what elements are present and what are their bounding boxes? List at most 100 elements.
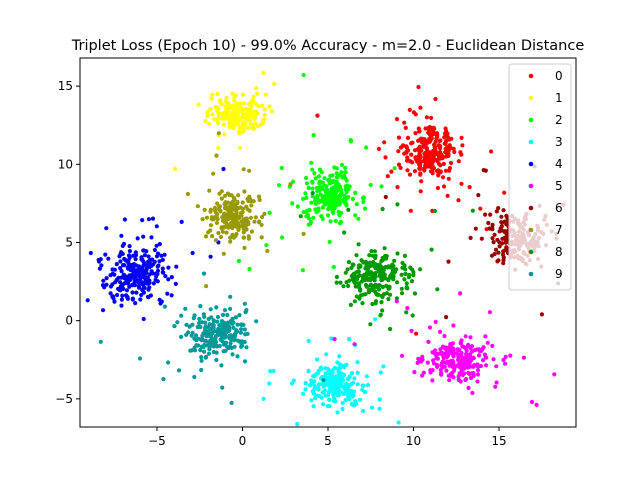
data-point <box>291 179 296 184</box>
data-point <box>244 216 249 221</box>
data-point <box>269 109 275 114</box>
data-point <box>376 267 381 272</box>
data-point <box>351 393 356 398</box>
data-point <box>463 359 469 364</box>
data-point <box>253 215 258 220</box>
data-point <box>192 313 197 318</box>
data-point <box>301 210 306 215</box>
data-point <box>251 126 257 131</box>
data-point <box>211 171 216 176</box>
data-point <box>408 265 413 270</box>
data-point <box>360 301 365 306</box>
data-point <box>321 390 326 395</box>
data-point <box>240 112 245 117</box>
data-point <box>230 232 235 237</box>
y-tick-label: 10 <box>58 157 73 171</box>
data-point <box>476 193 481 198</box>
data-point <box>330 207 335 212</box>
data-point <box>329 336 334 341</box>
data-point <box>216 230 221 236</box>
data-point <box>251 199 256 204</box>
data-point <box>347 278 352 283</box>
data-point <box>336 367 341 372</box>
data-point <box>534 402 539 407</box>
data-point <box>219 196 224 201</box>
data-point <box>102 285 107 290</box>
data-point <box>418 105 423 110</box>
data-point <box>147 265 152 270</box>
data-point <box>433 147 438 152</box>
series-5 <box>332 291 557 407</box>
data-point <box>228 341 233 346</box>
data-point <box>223 340 229 345</box>
data-point <box>303 381 308 386</box>
data-point <box>306 338 311 343</box>
data-point <box>210 338 216 343</box>
legend-marker <box>528 73 534 79</box>
data-point <box>439 371 444 376</box>
data-point <box>312 171 317 176</box>
data-point <box>361 260 366 265</box>
data-point <box>356 216 361 221</box>
data-point <box>348 302 353 307</box>
data-point <box>396 135 402 140</box>
data-point <box>157 297 162 302</box>
data-point <box>394 117 400 122</box>
data-point <box>377 273 382 278</box>
data-point <box>136 285 142 290</box>
data-point <box>404 144 409 149</box>
data-point <box>468 235 473 240</box>
data-point <box>337 221 343 226</box>
data-point <box>207 188 212 193</box>
data-point <box>226 105 231 110</box>
x-tick-label: 5 <box>324 434 332 448</box>
data-point <box>438 169 443 174</box>
data-point <box>249 102 254 107</box>
data-point <box>446 259 451 264</box>
data-point <box>120 243 125 248</box>
data-point <box>494 380 499 385</box>
data-point <box>336 383 341 388</box>
data-point <box>405 306 410 311</box>
data-point <box>337 202 342 207</box>
data-point <box>403 271 408 276</box>
data-point <box>112 299 117 304</box>
data-point <box>235 101 240 106</box>
data-point <box>205 109 210 114</box>
data-point <box>354 202 359 207</box>
data-point <box>433 139 438 144</box>
data-point <box>228 235 233 240</box>
data-point <box>456 159 461 164</box>
data-point <box>267 381 272 386</box>
data-point <box>485 340 490 345</box>
data-point <box>358 397 363 402</box>
data-point <box>376 283 381 288</box>
data-point <box>314 357 320 362</box>
data-point <box>440 175 446 180</box>
data-point <box>376 287 381 292</box>
data-point <box>489 253 495 258</box>
data-point <box>399 353 405 358</box>
data-point <box>390 262 395 267</box>
data-point <box>411 270 416 275</box>
data-point <box>198 304 203 309</box>
data-point <box>405 168 410 173</box>
data-point <box>327 239 332 244</box>
data-point <box>208 307 213 312</box>
data-point <box>231 123 237 128</box>
data-point <box>337 213 342 218</box>
data-point <box>217 111 222 116</box>
data-point <box>316 386 321 391</box>
data-point <box>356 284 361 289</box>
data-point <box>490 236 495 241</box>
data-point <box>327 404 332 409</box>
data-point <box>494 209 499 214</box>
data-point <box>413 157 419 162</box>
data-point <box>311 133 316 138</box>
data-point <box>223 203 228 208</box>
data-point <box>395 251 400 256</box>
data-point <box>262 211 267 216</box>
data-point <box>429 115 434 120</box>
data-point <box>239 327 244 332</box>
data-point <box>355 370 360 375</box>
